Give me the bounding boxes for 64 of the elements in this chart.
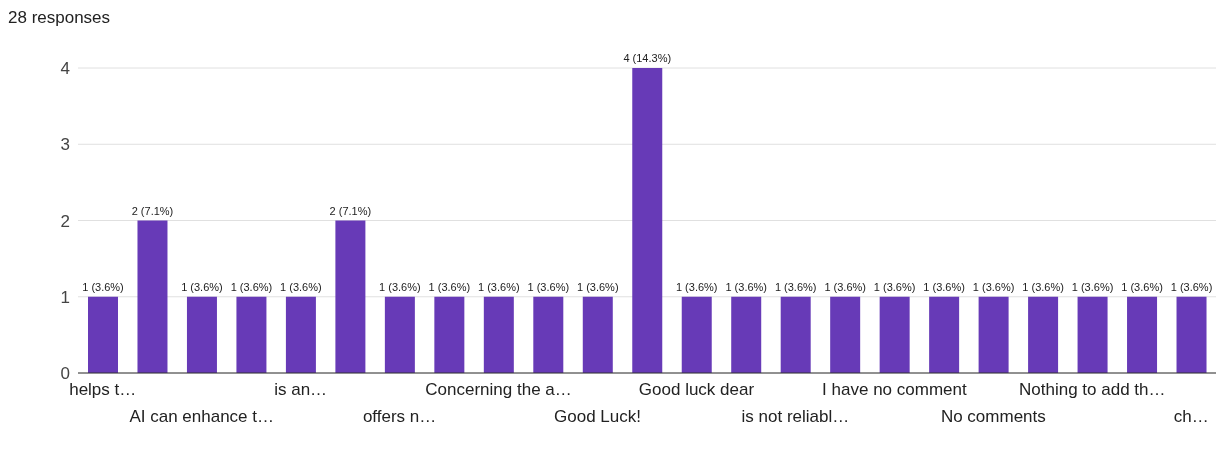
x-tick-label: is an… (274, 380, 328, 399)
bar (236, 296, 267, 373)
y-tick-label: 2 (60, 211, 70, 231)
x-tick-label: Nothing to add th… (1019, 380, 1166, 399)
y-tick-label: 3 (60, 135, 70, 155)
bar (434, 296, 465, 373)
data-label: 1 (3.6%) (428, 280, 471, 293)
data-label: 1 (3.6%) (873, 280, 916, 293)
x-tick-label: offers n… (362, 407, 437, 426)
data-label: 1 (3.6%) (1170, 280, 1213, 293)
data-label: 1 (3.6%) (972, 280, 1015, 293)
bar (335, 220, 366, 373)
bar (830, 296, 861, 373)
data-label: 1 (3.6%) (576, 280, 619, 293)
bar (483, 296, 514, 373)
data-label: 1 (3.6%) (478, 280, 520, 293)
data-label: 2 (7.1%) (329, 204, 372, 217)
bar (186, 296, 217, 373)
bar (1127, 296, 1158, 373)
data-label: 4 (14.3%) (623, 52, 672, 64)
data-label: 1 (3.6%) (1022, 280, 1064, 293)
bar (780, 296, 811, 373)
y-tick-label: 1 (60, 287, 70, 307)
bar (88, 296, 118, 373)
data-label: 1 (3.6%) (1071, 280, 1114, 293)
data-label: 1 (3.6%) (923, 280, 965, 293)
x-tick-label: helps t… (69, 380, 137, 399)
y-tick-label: 0 (60, 364, 70, 384)
x-tick-label: I have no comment (822, 380, 967, 399)
data-label: 1 (3.6%) (725, 280, 768, 293)
bar (533, 296, 564, 373)
data-label: 1 (3.6%) (527, 280, 570, 293)
x-tick-label: ch… (1173, 407, 1209, 426)
data-label: 2 (7.1%) (131, 204, 174, 217)
data-label: 1 (3.6%) (824, 280, 866, 293)
data-label: 1 (3.6%) (82, 280, 124, 293)
bar (681, 296, 712, 373)
bar (978, 296, 1009, 373)
y-tick-label: 4 (60, 59, 70, 79)
x-tick-label: is not reliabl… (741, 407, 850, 426)
x-tick-label: AI can enhance t… (129, 407, 274, 426)
bar (1176, 296, 1207, 373)
x-tick-label: Concerning the a… (425, 380, 572, 399)
data-label: 1 (3.6%) (280, 280, 322, 293)
x-tick-label: Good Luck! (554, 407, 641, 426)
bar (285, 296, 316, 373)
bar (384, 296, 415, 373)
data-label: 1 (3.6%) (181, 280, 223, 293)
x-tick-label: Good luck dear (638, 380, 755, 399)
bar (1077, 296, 1108, 373)
bar (632, 68, 663, 373)
bar (582, 296, 613, 373)
chart-title: 28 responses (8, 8, 112, 29)
data-label: 1 (3.6%) (675, 280, 718, 293)
data-label: 1 (3.6%) (1121, 280, 1163, 293)
bar (929, 296, 960, 373)
bar (731, 296, 762, 373)
data-label: 1 (3.6%) (230, 280, 273, 293)
data-label: 1 (3.6%) (774, 280, 817, 293)
data-label: 1 (3.6%) (379, 280, 421, 293)
bar (879, 296, 910, 373)
bar (1028, 296, 1059, 373)
bar (137, 220, 168, 373)
x-tick-label: No comments (940, 407, 1046, 426)
